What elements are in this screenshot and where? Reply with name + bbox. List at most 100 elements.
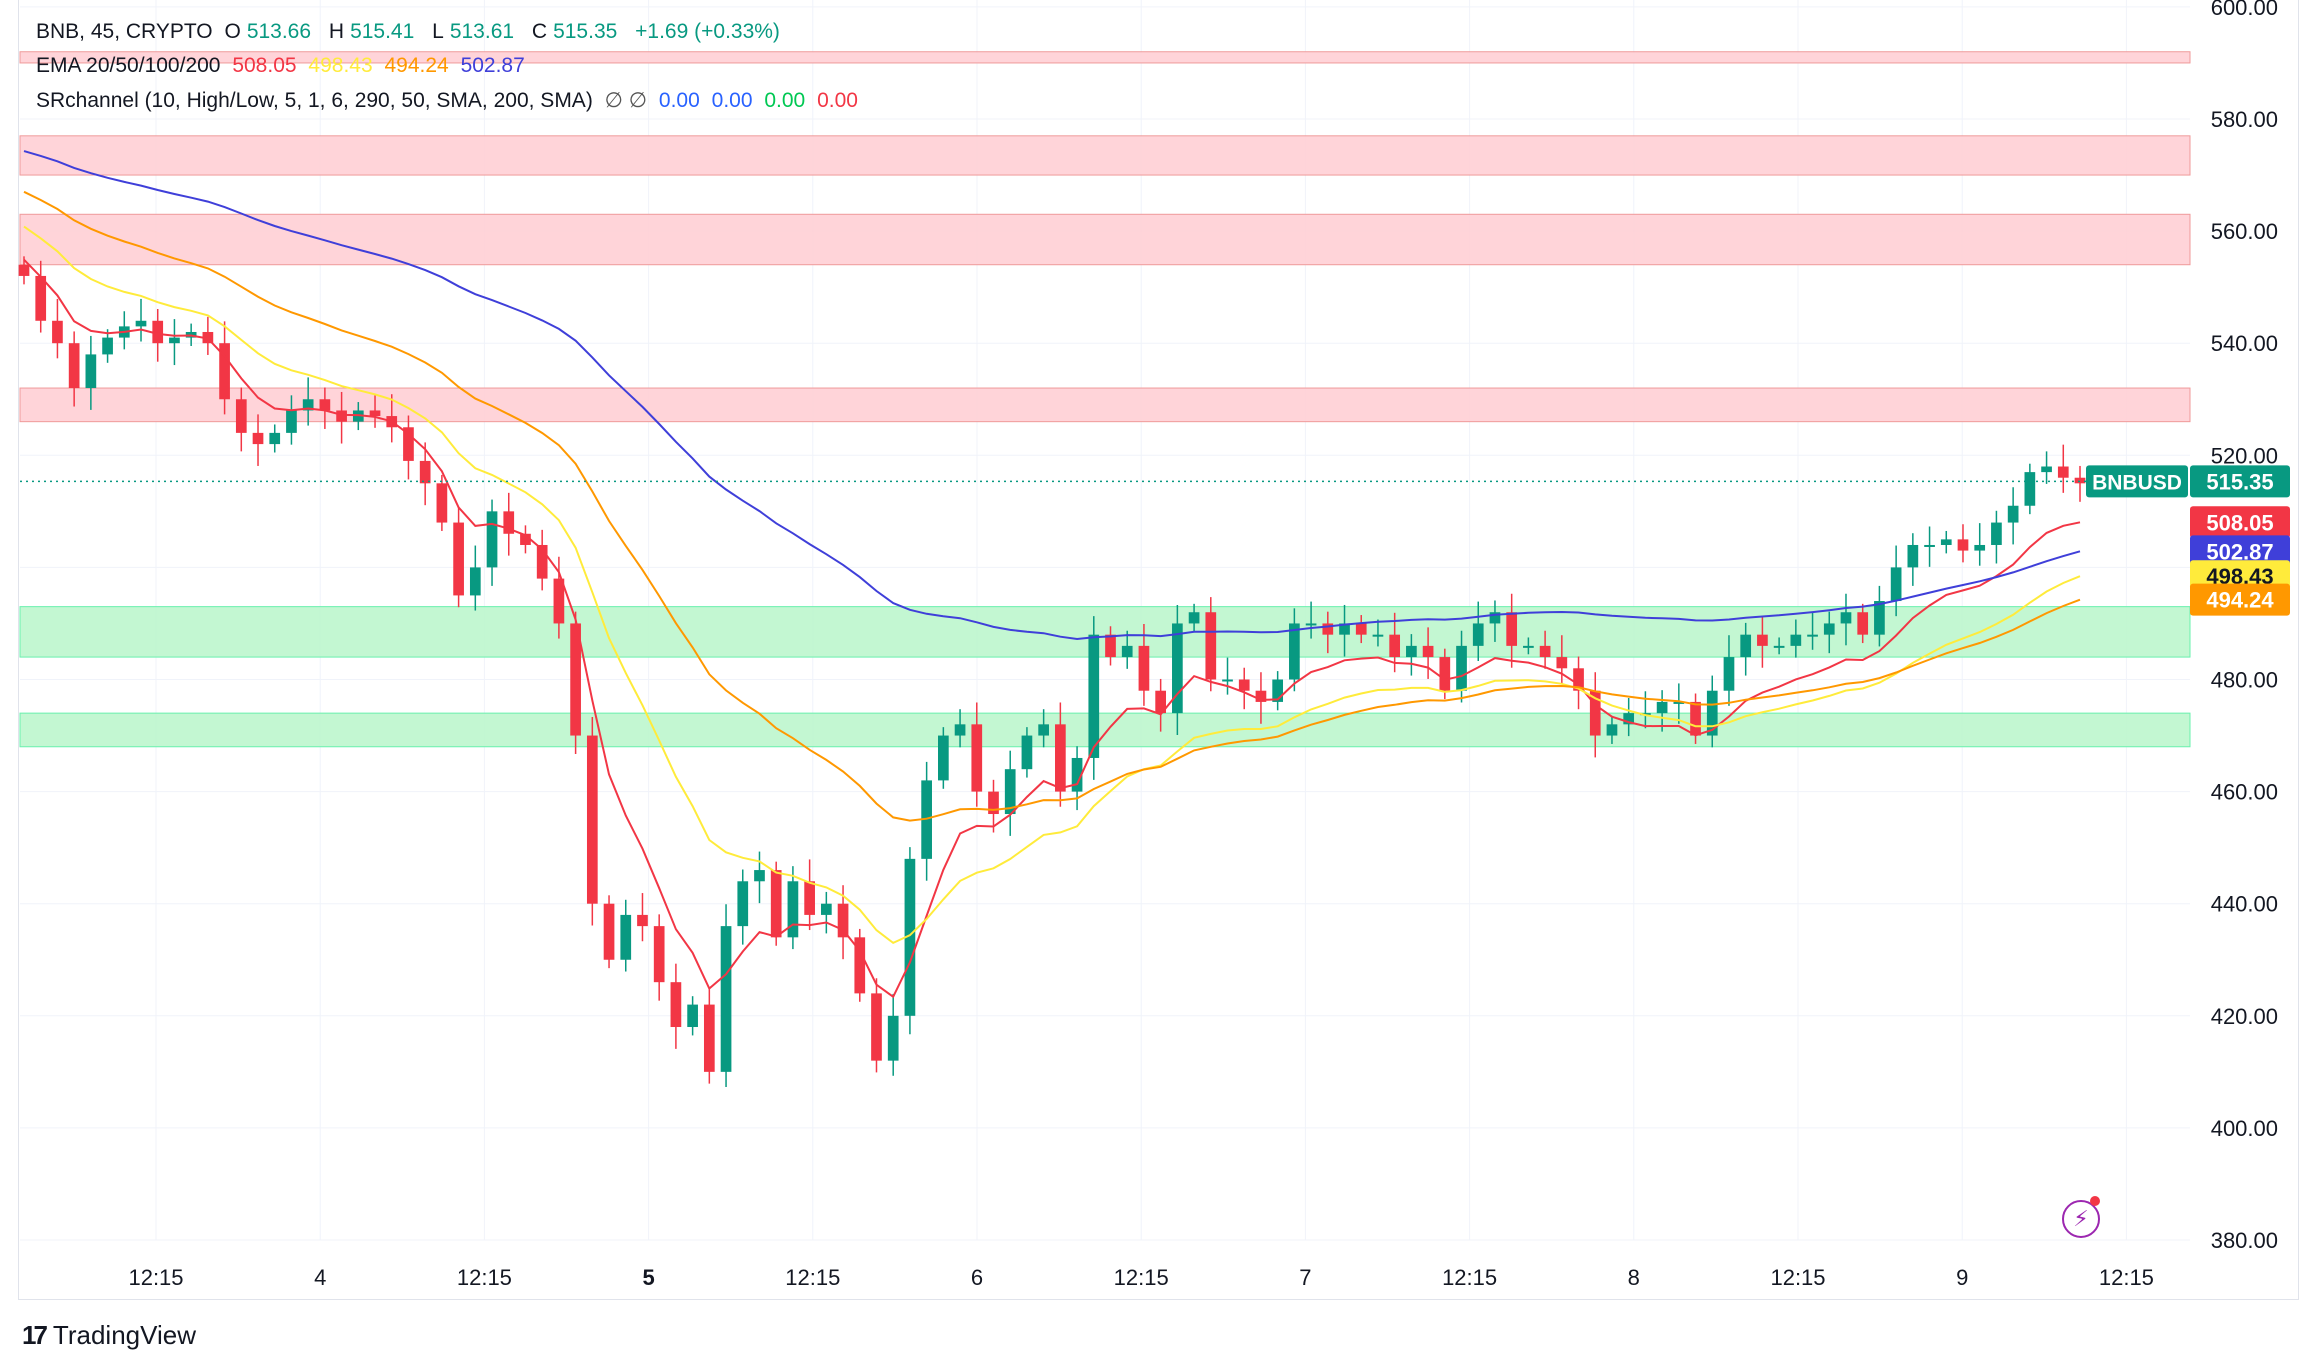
candle-body	[1773, 645, 1785, 648]
svg-text:BNBUSD: BNBUSD	[2092, 471, 2182, 494]
candle-body	[319, 399, 331, 411]
candle-body	[1673, 701, 1685, 704]
candle-body	[1439, 657, 1451, 691]
y-tick-label: 460.00	[2211, 780, 2278, 805]
y-axis[interactable]: 600.00580.00560.00540.00520.00500.00480.…	[2211, 0, 2278, 1253]
change-value: +1.69 (+0.33%)	[635, 20, 780, 43]
resistance-zone	[19, 135, 2191, 176]
candle-body	[1790, 634, 1802, 646]
resistance-zone	[19, 51, 2191, 64]
sr-value-4: 0.00	[817, 89, 858, 112]
candle-body	[453, 522, 464, 596]
candle-body	[887, 1015, 899, 1061]
candle-body	[1121, 645, 1133, 658]
sr-value-2: 0.00	[711, 89, 753, 112]
candle-body	[1472, 623, 1484, 646]
x-tick-label: 12:15	[2099, 1265, 2154, 1290]
sr-label[interactable]: SRchannel (10, High/Low, 5, 1, 6, 290, 5…	[36, 89, 593, 112]
ticker-badge: BNBUSD	[2086, 465, 2188, 498]
candle-body	[436, 483, 448, 523]
tradingview-logo[interactable]: 17 TradingView	[22, 1320, 196, 1351]
ohlc-open: O 513.66	[224, 20, 317, 43]
y-tick-label: 520.00	[2211, 443, 2278, 468]
lightning-icon[interactable]: ⚡	[2062, 1200, 2100, 1238]
candle-body	[403, 427, 414, 461]
candle-body	[1355, 623, 1367, 635]
y-tick-label: 580.00	[2211, 107, 2278, 132]
open-value: 513.66	[246, 20, 312, 43]
candle-body	[1255, 690, 1267, 702]
sr-value-1: 0.00	[658, 89, 700, 112]
ema200-badge: 502.87	[2190, 535, 2290, 568]
y-tick-label: 600.00	[2211, 0, 2278, 20]
legend-sr-row: SRchannel (10, High/Low, 5, 1, 6, 290, 5…	[36, 88, 864, 113]
candle-body	[1155, 690, 1166, 714]
y-tick-label: 480.00	[2211, 668, 2278, 693]
candle-body	[1406, 645, 1417, 658]
candle-body	[1222, 679, 1233, 682]
candle-body	[1991, 522, 2002, 545]
candle-body	[703, 1004, 715, 1072]
chart-frame	[18, 0, 2299, 1300]
candle-body	[871, 993, 882, 1061]
y-tick-label: 420.00	[2211, 1004, 2278, 1029]
y-tick-label: 540.00	[2211, 331, 2278, 356]
y-tick-label: 380.00	[2211, 1228, 2278, 1253]
high-value: 515.41	[350, 20, 415, 43]
candle-body	[1272, 679, 1284, 702]
candle-body	[938, 735, 949, 781]
candle-body	[637, 914, 648, 927]
x-tick-label: 7	[1299, 1265, 1311, 1290]
candle-body	[1422, 645, 1434, 658]
ema100-badge: 494.24	[2190, 583, 2290, 616]
candle-body	[486, 511, 498, 568]
candle-body	[954, 724, 966, 736]
candle-body	[553, 578, 565, 624]
x-tick-label: 5	[642, 1265, 654, 1290]
candle-body	[1573, 668, 1584, 691]
ema50-line	[23, 225, 2081, 945]
candle-body	[1289, 623, 1300, 680]
candle-body	[971, 724, 983, 792]
candle-body	[1205, 612, 1217, 680]
candle-body	[419, 460, 431, 484]
price-chart[interactable]: 600.00580.00560.00540.00520.00500.00480.…	[0, 0, 2308, 1300]
candle-body	[135, 320, 147, 327]
candle-body	[1823, 623, 1835, 635]
candle-body	[670, 982, 682, 1028]
ema20-value: 508.05	[232, 54, 297, 77]
candle-body	[1489, 612, 1501, 624]
symbol-label[interactable]: BNB, 45, CRYPTO	[36, 20, 213, 43]
candle-body	[570, 623, 581, 736]
candle-body	[653, 926, 665, 983]
candle-body	[1339, 623, 1350, 635]
candle-body	[1004, 769, 1016, 815]
candle-body	[1539, 645, 1551, 658]
candle-body	[754, 870, 765, 882]
svg-text:508.05: 508.05	[2206, 510, 2273, 535]
ema20-line	[23, 259, 2081, 999]
x-tick-label: 8	[1628, 1265, 1640, 1290]
x-tick-label: 12:15	[785, 1265, 840, 1290]
candle-body	[520, 533, 531, 545]
y-tick-label: 400.00	[2211, 1116, 2278, 1141]
ema200-value: 502.87	[460, 54, 525, 77]
candle-body	[503, 511, 515, 534]
candle-body	[586, 735, 598, 904]
ema100-line	[23, 190, 2081, 822]
candle-body	[1757, 634, 1768, 646]
candle-body	[219, 343, 230, 400]
candle-body	[1456, 645, 1467, 691]
close-label: C	[531, 20, 548, 43]
svg-text:515.35: 515.35	[2206, 469, 2273, 494]
candle-body	[1322, 623, 1334, 635]
candle-body	[1172, 623, 1183, 714]
candle-body	[737, 881, 749, 927]
candle-body	[1924, 544, 1935, 547]
candle-body	[1105, 634, 1116, 658]
x-axis[interactable]: 12:15 4 12:15 5 12:15 6 12:15 7 12:15 8 12:15 9 12:1…	[128, 1265, 2153, 1290]
notification-dot	[2090, 1196, 2100, 1206]
ema-label[interactable]: EMA 20/50/100/200	[36, 54, 221, 77]
candles	[18, 256, 2086, 1087]
candle-body	[820, 903, 832, 915]
